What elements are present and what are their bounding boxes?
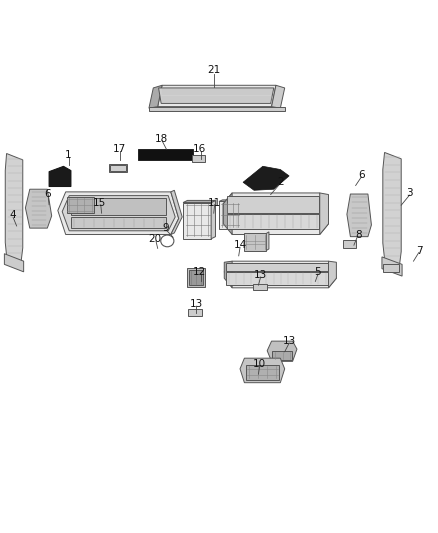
Polygon shape — [272, 85, 285, 108]
Text: 5: 5 — [314, 267, 321, 277]
Polygon shape — [4, 254, 24, 272]
Text: 2: 2 — [277, 177, 284, 187]
Text: 20: 20 — [148, 234, 162, 244]
Polygon shape — [328, 261, 336, 288]
Polygon shape — [383, 152, 401, 265]
Text: 7: 7 — [416, 246, 423, 255]
Polygon shape — [187, 268, 205, 287]
Polygon shape — [240, 200, 244, 229]
Text: 15: 15 — [93, 198, 106, 207]
Polygon shape — [226, 272, 328, 285]
Text: 13: 13 — [190, 299, 203, 309]
Polygon shape — [149, 107, 285, 111]
Text: 12: 12 — [193, 267, 206, 277]
Polygon shape — [183, 203, 211, 239]
Polygon shape — [5, 154, 23, 262]
Polygon shape — [253, 284, 267, 290]
Polygon shape — [25, 189, 52, 228]
Text: 13: 13 — [254, 270, 267, 280]
Polygon shape — [58, 192, 179, 235]
Polygon shape — [149, 85, 162, 108]
Text: 16: 16 — [193, 144, 206, 154]
Polygon shape — [343, 240, 356, 248]
Text: 21: 21 — [207, 66, 220, 75]
Polygon shape — [244, 233, 266, 251]
Text: 3: 3 — [406, 188, 413, 198]
Polygon shape — [243, 166, 289, 190]
Text: 17: 17 — [113, 144, 126, 154]
Polygon shape — [192, 155, 205, 162]
Polygon shape — [227, 196, 319, 213]
Text: 6: 6 — [44, 189, 51, 199]
Polygon shape — [223, 193, 328, 235]
Text: 18: 18 — [155, 134, 168, 143]
Polygon shape — [67, 197, 94, 213]
Polygon shape — [71, 217, 166, 228]
Polygon shape — [158, 85, 276, 107]
Polygon shape — [109, 164, 127, 172]
Polygon shape — [383, 264, 399, 272]
Text: 9: 9 — [162, 223, 169, 233]
Polygon shape — [266, 232, 269, 251]
Polygon shape — [211, 200, 215, 239]
Polygon shape — [171, 190, 182, 235]
Polygon shape — [188, 309, 202, 316]
Polygon shape — [219, 200, 244, 201]
Polygon shape — [227, 214, 319, 229]
Polygon shape — [183, 200, 215, 203]
Polygon shape — [224, 261, 336, 288]
Text: 10: 10 — [253, 359, 266, 368]
Polygon shape — [267, 341, 297, 361]
Polygon shape — [189, 270, 203, 285]
Polygon shape — [49, 166, 71, 187]
Polygon shape — [347, 194, 371, 237]
Text: 11: 11 — [208, 198, 221, 207]
Polygon shape — [320, 193, 328, 235]
Polygon shape — [110, 165, 126, 171]
Text: 14: 14 — [233, 240, 247, 250]
Polygon shape — [224, 261, 232, 288]
Polygon shape — [226, 263, 328, 271]
Ellipse shape — [161, 235, 174, 247]
Polygon shape — [219, 201, 240, 229]
Polygon shape — [223, 193, 232, 235]
Text: 8: 8 — [355, 230, 362, 239]
Polygon shape — [382, 257, 402, 276]
Polygon shape — [71, 198, 166, 215]
Polygon shape — [62, 196, 175, 231]
Text: 1: 1 — [65, 150, 72, 159]
Polygon shape — [246, 365, 279, 380]
Text: 6: 6 — [358, 170, 365, 180]
Polygon shape — [240, 358, 285, 383]
Polygon shape — [138, 149, 193, 160]
Polygon shape — [159, 88, 274, 103]
Text: 4: 4 — [9, 211, 16, 220]
Polygon shape — [272, 351, 292, 360]
Text: 13: 13 — [283, 336, 296, 346]
